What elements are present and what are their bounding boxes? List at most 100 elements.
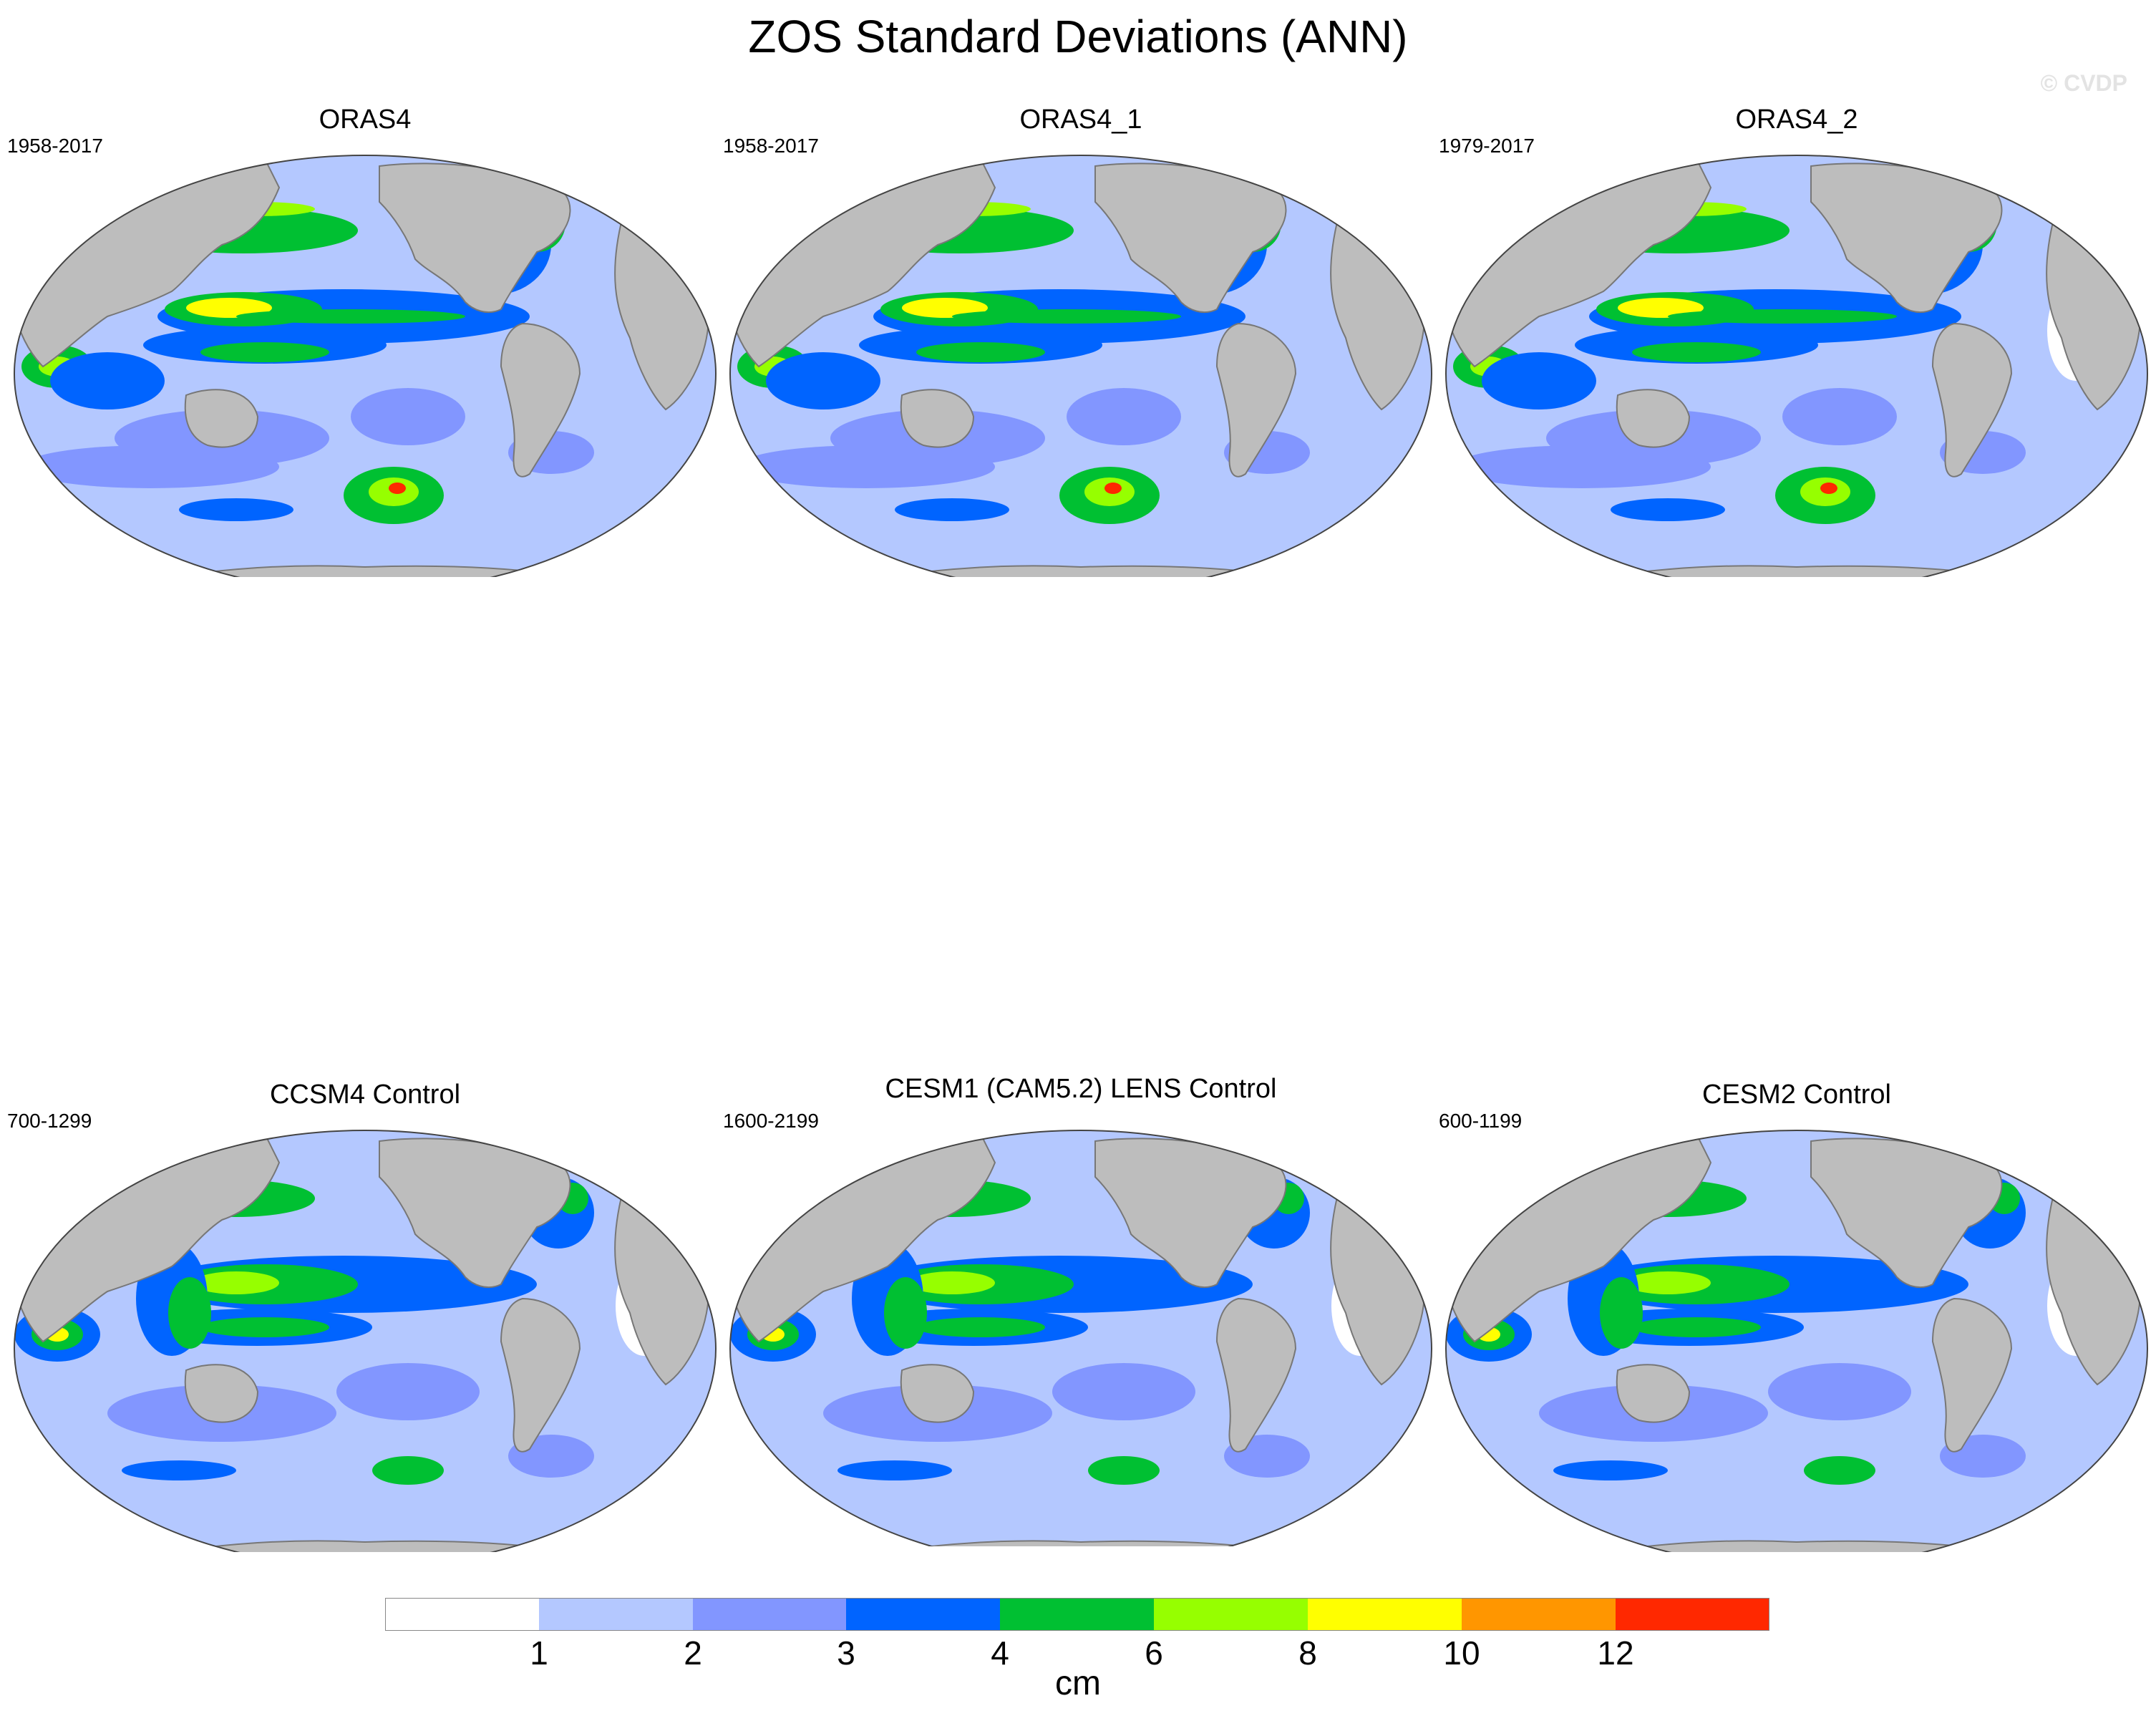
map-panel-cesm2-control: CESM2 Control 600-1199 xyxy=(1439,1080,2155,1552)
panel-title: CESM2 Control xyxy=(1702,1080,1891,1110)
ssh-anomaly-region xyxy=(1453,445,1711,488)
map-outline xyxy=(1445,1130,2148,1552)
colorbar-units: cm xyxy=(1055,1664,1101,1702)
land-mass xyxy=(184,389,259,448)
ssh-anomaly-region xyxy=(1625,1271,1711,1294)
ssh-anomaly-region xyxy=(389,483,406,494)
colorbar-box-2 xyxy=(693,1598,846,1631)
ssh-anomaly-region xyxy=(236,309,465,324)
panel-title: CCSM4 Control xyxy=(269,1080,461,1110)
land-mass xyxy=(1509,1540,2084,1552)
ssh-anomaly-region xyxy=(766,352,880,409)
ssh-anomaly-region xyxy=(336,1363,480,1420)
colorbar-box-3 xyxy=(846,1598,1000,1631)
cvdp-credit: © CVDP xyxy=(2040,70,2127,96)
ssh-anomaly-region xyxy=(1668,309,1897,324)
ssh-anomaly-region xyxy=(895,498,1009,521)
ssh-anomaly-region xyxy=(186,298,272,318)
land-mass xyxy=(1616,1364,1691,1423)
map-panel-oras4: ORAS4 1958-2017 xyxy=(7,105,723,577)
land-mass xyxy=(1931,1297,2013,1453)
ssh-anomaly-region xyxy=(1768,1363,1911,1420)
ssh-anomaly-region xyxy=(1804,1456,1875,1485)
panel-years: 1958-2017 xyxy=(723,135,819,157)
ssh-anomaly-region xyxy=(1618,298,1704,318)
ssh-anomaly-region xyxy=(200,1317,329,1337)
map-panel-ccsm4-control: CCSM4 Control 700-1299 xyxy=(7,1080,723,1552)
ssh-anomaly-region xyxy=(909,1271,995,1294)
ssh-anomaly-region xyxy=(1611,498,1725,521)
figure-title: ZOS Standard Deviations (ANN) xyxy=(748,11,1408,62)
colorbar-box-4 xyxy=(1000,1598,1154,1631)
ssh-anomaly-region xyxy=(179,498,293,521)
panel-years: 700-1299 xyxy=(7,1110,92,1132)
ssh-anomaly-region xyxy=(168,1277,211,1349)
land-mass xyxy=(1967,155,2034,188)
colorbar-label: 3 xyxy=(837,1634,855,1672)
ssh-anomaly-region xyxy=(1088,1456,1160,1485)
ssh-anomaly-region xyxy=(50,352,165,409)
panel-years: 1958-2017 xyxy=(7,135,103,157)
map-panel-cesm1-lens-control: CESM1 (CAM5.2) LENS Control 1600-2199 xyxy=(723,1074,1439,1546)
colorbar-label: 8 xyxy=(1298,1634,1317,1672)
ssh-anomaly-region xyxy=(200,342,329,362)
land-mass xyxy=(1215,1297,1297,1453)
map-outline xyxy=(14,155,717,577)
ssh-anomaly-region xyxy=(1482,352,1596,409)
map-outline xyxy=(1445,155,2148,577)
ssh-anomaly-region xyxy=(1782,388,1897,445)
colorbar-label: 12 xyxy=(1597,1634,1634,1672)
colorbar-label: 1 xyxy=(530,1634,548,1672)
colorbar xyxy=(385,1598,1769,1632)
land-mass xyxy=(793,565,1368,577)
ssh-anomaly-region xyxy=(1632,1317,1761,1337)
land-mass xyxy=(900,1364,975,1423)
ssh-anomaly-region xyxy=(1052,1363,1195,1420)
ssh-anomaly-region xyxy=(1820,483,1837,494)
map-outline xyxy=(729,155,1432,577)
colorbar-label: 10 xyxy=(1443,1634,1480,1672)
map-outline xyxy=(729,1130,1432,1546)
land-mass xyxy=(1215,322,1297,477)
ssh-anomaly-region xyxy=(372,1456,444,1485)
land-mass xyxy=(535,1130,603,1163)
colorbar-frame xyxy=(385,1598,1769,1631)
land-mass xyxy=(793,1540,1368,1546)
land-mass xyxy=(1251,155,1319,188)
colorbar-box-8 xyxy=(1616,1598,1769,1631)
ssh-anomaly-region xyxy=(952,309,1181,324)
land-mass xyxy=(1251,1130,1319,1163)
panel-title: ORAS4 xyxy=(319,105,412,135)
world-map xyxy=(1445,155,2148,577)
colorbar-box-7 xyxy=(1462,1598,1616,1631)
panel-years: 1979-2017 xyxy=(1439,135,1535,157)
ssh-anomaly-region xyxy=(1632,342,1761,362)
panel-title: ORAS4_2 xyxy=(1735,105,1858,135)
ssh-anomaly-region xyxy=(884,1277,927,1349)
land-mass xyxy=(1616,389,1691,448)
ssh-anomaly-region xyxy=(902,298,988,318)
colorbar-box-5 xyxy=(1154,1598,1308,1631)
panel-title: CESM1 (CAM5.2) LENS Control xyxy=(885,1074,1277,1104)
ssh-anomaly-region xyxy=(737,445,995,488)
colorbar-box-6 xyxy=(1308,1598,1462,1631)
panel-title: ORAS4_1 xyxy=(1019,105,1142,135)
ssh-anomaly-region xyxy=(21,445,279,488)
land-mass xyxy=(1509,565,2084,577)
ssh-anomaly-region xyxy=(1553,1460,1668,1480)
ssh-anomaly-region xyxy=(351,388,465,445)
land-mass xyxy=(1967,1130,2034,1163)
world-map xyxy=(1445,1130,2148,1552)
land-mass xyxy=(535,155,603,188)
land-mass xyxy=(77,565,652,577)
land-mass xyxy=(500,1297,581,1453)
ssh-anomaly-region xyxy=(916,1317,1045,1337)
world-map xyxy=(14,1130,717,1552)
land-mass xyxy=(184,1364,259,1423)
colorbar-label: 6 xyxy=(1145,1634,1163,1672)
ssh-anomaly-region xyxy=(1104,483,1122,494)
colorbar-label: 2 xyxy=(684,1634,702,1672)
land-mass xyxy=(500,322,581,477)
colorbar-box-0 xyxy=(385,1598,539,1631)
world-map xyxy=(14,155,717,577)
